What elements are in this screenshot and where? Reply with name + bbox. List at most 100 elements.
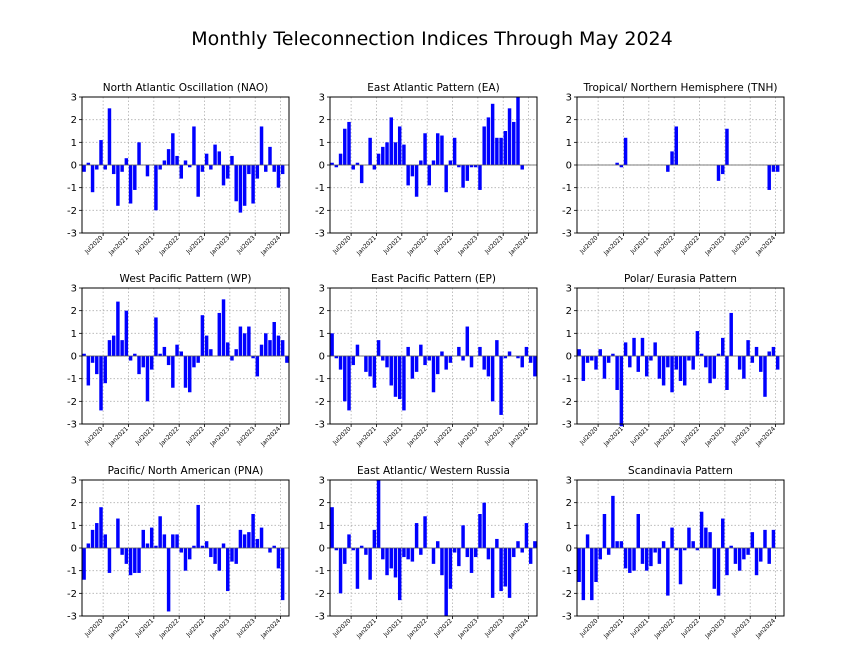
data-bar — [666, 165, 670, 172]
data-bar — [585, 356, 590, 363]
data-bar — [393, 548, 398, 578]
y-tick-label: 0 — [319, 544, 325, 555]
data-bar — [393, 356, 398, 397]
chart-panel: Tropical/ Northern Hemisphere (TNH) -3 -2 -… — [562, 82, 785, 257]
data-bar — [368, 137, 372, 165]
data-bar — [347, 356, 351, 411]
data-bar — [461, 356, 465, 361]
data-bar — [128, 165, 133, 204]
x-tick-label: Jan2024 — [507, 234, 530, 257]
x-tick-label: Jul2022 — [432, 425, 454, 447]
data-bar — [406, 346, 410, 356]
data-bar — [750, 532, 755, 548]
y-tick-label: 0 — [71, 161, 77, 172]
data-bar — [221, 165, 226, 186]
x-tick-label: Jul2021 — [134, 234, 156, 256]
data-bar — [512, 121, 516, 165]
data-bar — [154, 545, 158, 548]
data-bar — [448, 160, 453, 165]
data-bar — [251, 165, 255, 204]
x-tick-label: Jan2021 — [355, 617, 378, 640]
y-tick-label: -1 — [562, 183, 572, 194]
data-bar — [507, 108, 512, 165]
x-tick-label: Jul2022 — [432, 617, 454, 639]
y-tick-label: -2 — [315, 397, 325, 408]
data-bar — [406, 548, 410, 560]
data-bar — [725, 128, 729, 165]
data-bar — [343, 356, 347, 402]
data-bar — [457, 548, 461, 567]
data-bar — [486, 548, 491, 560]
data-bar — [171, 133, 175, 165]
x-tick-label: Jul2023 — [235, 425, 257, 447]
data-bar — [351, 165, 355, 170]
data-bar — [99, 140, 103, 165]
data-bar — [695, 548, 700, 551]
data-bar — [116, 165, 120, 206]
y-tick-label: -3 — [315, 420, 325, 431]
x-tick-label: Jan2022 — [653, 234, 676, 257]
data-bar — [495, 340, 499, 356]
data-bar — [435, 356, 440, 375]
data-bar — [427, 165, 432, 186]
data-bar — [196, 165, 200, 197]
data-bar — [495, 538, 499, 548]
y-tick-label: 1 — [319, 329, 325, 340]
y-tick-label: -3 — [67, 420, 77, 431]
data-bar — [435, 133, 440, 165]
axes-frame — [81, 96, 290, 234]
x-tick-label: Jan2022 — [158, 425, 181, 448]
data-bar — [330, 162, 334, 165]
data-bar — [124, 310, 129, 356]
x-tick-label: Jul2020 — [331, 425, 353, 447]
data-bar — [272, 165, 276, 172]
data-bar — [200, 165, 205, 172]
data-bar — [767, 351, 771, 356]
data-bar — [520, 165, 524, 170]
data-bar — [255, 538, 260, 548]
data-bar — [158, 516, 162, 548]
data-bar — [259, 527, 264, 548]
data-bar — [716, 165, 721, 181]
data-bar — [376, 480, 381, 548]
data-bar — [82, 165, 86, 172]
data-bar — [763, 356, 767, 397]
y-tick-label: 2 — [566, 498, 572, 509]
data-bar — [351, 548, 355, 551]
data-bar — [754, 346, 759, 356]
x-tick-label: Jul2021 — [134, 425, 156, 447]
data-bar — [238, 326, 243, 356]
data-bar — [368, 548, 372, 580]
x-tick-label: Jan2021 — [107, 234, 130, 257]
x-tick-label: Jan2022 — [653, 617, 676, 640]
data-bar — [435, 541, 440, 548]
data-bar — [234, 548, 238, 564]
data-bar — [440, 351, 444, 356]
data-bar — [619, 165, 624, 168]
data-bar — [187, 165, 192, 168]
data-bar — [490, 548, 495, 598]
data-bar — [486, 117, 491, 165]
data-bar — [533, 541, 537, 548]
data-bar — [423, 356, 427, 366]
data-bar — [465, 548, 470, 558]
data-bar — [381, 356, 385, 361]
x-tick-label: Jan2023 — [208, 234, 231, 257]
data-bar — [524, 346, 529, 356]
data-bar — [209, 165, 213, 170]
data-bar — [775, 356, 780, 370]
data-bar — [95, 523, 99, 548]
data-bar — [452, 137, 457, 165]
data-bar — [666, 548, 670, 596]
data-bar — [99, 356, 103, 411]
data-bar — [385, 548, 389, 576]
panel-title: Scandinavia Pattern — [628, 465, 733, 477]
data-bar — [364, 548, 368, 555]
data-bar — [368, 356, 372, 377]
y-tick-label: 3 — [319, 93, 325, 104]
data-bar — [516, 97, 520, 165]
data-bar — [729, 545, 733, 548]
data-bar — [771, 165, 776, 172]
